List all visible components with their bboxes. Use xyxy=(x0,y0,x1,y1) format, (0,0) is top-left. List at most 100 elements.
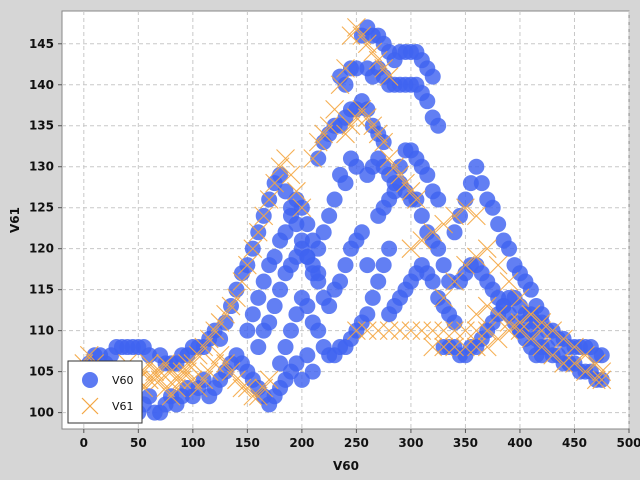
data-point-v61 xyxy=(488,304,508,324)
data-point-v61 xyxy=(232,378,252,398)
data-point-v60 xyxy=(348,158,365,175)
data-point-v61 xyxy=(216,304,235,324)
data-point-v61 xyxy=(565,354,584,373)
data-point-v61 xyxy=(554,354,573,373)
data-point-v60 xyxy=(239,322,256,339)
x-tick-label: 150 xyxy=(235,436,260,450)
data-point-v61 xyxy=(156,378,175,398)
data-point-v61 xyxy=(281,165,301,185)
data-point-v60 xyxy=(430,240,447,257)
data-point-v61 xyxy=(532,321,552,341)
data-point-v60 xyxy=(288,306,305,323)
data-point-v61 xyxy=(592,370,612,390)
y-axis-label: V61 xyxy=(8,207,22,233)
data-point-v60 xyxy=(337,76,354,93)
data-point-v60 xyxy=(261,314,278,331)
data-point-v61 xyxy=(477,337,497,357)
data-point-v61 xyxy=(178,354,197,373)
data-point-v61 xyxy=(488,329,508,349)
data-point-v60 xyxy=(244,306,261,323)
data-point-v60 xyxy=(266,248,283,265)
y-tick-label: 135 xyxy=(29,119,54,133)
data-point-v61 xyxy=(347,18,366,37)
data-point-v61 xyxy=(341,116,361,136)
data-point-v60 xyxy=(277,339,294,356)
data-point-v61 xyxy=(521,329,541,349)
data-point-v60 xyxy=(310,240,327,257)
legend-box xyxy=(67,360,143,424)
x-tick-label: 300 xyxy=(398,436,423,450)
data-point-v60 xyxy=(424,273,441,290)
data-point-v61 xyxy=(145,370,165,390)
legend-label-v61: V61 xyxy=(112,400,134,413)
data-point-v61 xyxy=(161,362,181,382)
data-point-v61 xyxy=(543,321,563,341)
data-point-v60 xyxy=(446,314,463,331)
data-point-v60 xyxy=(370,273,387,290)
data-point-v61 xyxy=(379,149,399,168)
x-tick-label: 250 xyxy=(344,436,369,450)
data-point-v60 xyxy=(332,273,349,290)
data-point-v61 xyxy=(445,337,464,357)
y-tick-label: 140 xyxy=(29,78,54,92)
x-tick-label: 350 xyxy=(453,436,478,450)
data-point-v61 xyxy=(379,321,399,341)
data-point-v61 xyxy=(194,370,214,390)
y-tick-label: 115 xyxy=(29,283,54,297)
data-point-v60 xyxy=(424,68,441,85)
data-point-v61 xyxy=(499,272,519,291)
x-tick-label: 500 xyxy=(616,436,640,450)
data-point-v60 xyxy=(282,207,299,224)
data-point-v61 xyxy=(456,337,475,357)
data-point-v61 xyxy=(221,362,241,382)
data-point-v61 xyxy=(423,337,443,357)
legend-marker-v61 xyxy=(81,397,99,415)
data-point-v60 xyxy=(451,207,468,224)
data-point-v61 xyxy=(385,157,404,177)
data-point-v61 xyxy=(379,67,399,86)
data-point-v61 xyxy=(368,321,388,341)
data-point-v60 xyxy=(473,175,490,192)
data-point-v60 xyxy=(293,371,310,388)
x-tick-label: 400 xyxy=(507,436,532,450)
data-point-v61 xyxy=(390,321,410,341)
data-point-v61 xyxy=(237,378,257,398)
data-point-v61 xyxy=(396,173,415,193)
data-point-v61 xyxy=(341,26,361,45)
data-point-v61 xyxy=(352,99,372,119)
x-axis-ticks: 0 50 100 150 200 250 300 350 400 450 500 xyxy=(80,429,640,450)
data-point-v61 xyxy=(227,370,246,390)
data-point-v61 xyxy=(466,247,486,267)
data-point-v61 xyxy=(445,206,464,226)
data-point-v60 xyxy=(310,322,327,339)
data-point-v60 xyxy=(299,347,316,364)
data-point-v60 xyxy=(419,166,436,183)
data-point-v61 xyxy=(254,378,274,398)
data-point-v60 xyxy=(321,207,338,224)
data-point-v60 xyxy=(277,183,294,200)
data-point-v61 xyxy=(210,313,230,332)
data-point-v61 xyxy=(575,345,595,365)
data-point-v61 xyxy=(477,321,497,341)
data-point-v61 xyxy=(477,296,497,316)
data-point-v61 xyxy=(466,304,486,324)
data-point-v61 xyxy=(172,370,192,390)
data-point-v61 xyxy=(232,272,252,291)
data-point-v61 xyxy=(248,386,268,406)
data-point-v61 xyxy=(401,321,421,341)
data-point-v61 xyxy=(150,362,170,382)
y-tick-label: 145 xyxy=(29,37,54,51)
data-point-v61 xyxy=(325,99,344,119)
data-point-v61 xyxy=(510,288,530,308)
data-point-v60 xyxy=(299,298,316,315)
y-tick-label: 125 xyxy=(29,201,54,215)
data-point-v60 xyxy=(446,224,463,241)
data-point-v61 xyxy=(199,362,219,382)
data-point-v61 xyxy=(336,58,355,78)
data-point-v61 xyxy=(210,345,230,365)
data-point-v61 xyxy=(543,345,563,365)
data-point-v60 xyxy=(337,257,354,274)
data-point-v60 xyxy=(457,191,474,208)
data-point-v60 xyxy=(255,273,272,290)
